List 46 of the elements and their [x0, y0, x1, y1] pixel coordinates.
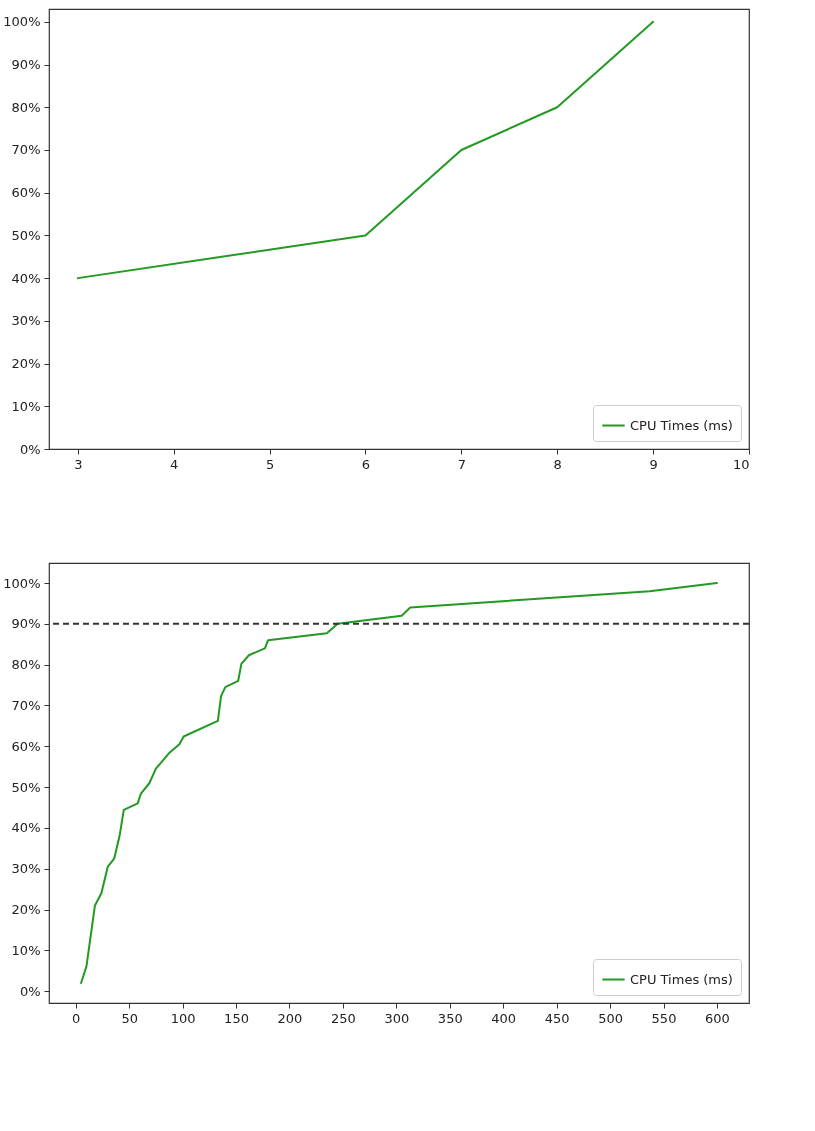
y-tick-label: 100%	[3, 575, 41, 591]
y-tick-label: 70%	[11, 142, 41, 158]
y-tick-label: 70%	[11, 697, 41, 713]
x-tick-label: 250	[330, 1010, 356, 1026]
x-tick-label: 600	[705, 1010, 730, 1026]
x-tick-label: 6	[361, 456, 371, 472]
y-tick-label: 80%	[11, 99, 41, 115]
x-tick-label: 200	[277, 1010, 303, 1026]
y-tick-label: 40%	[11, 820, 41, 836]
y-tick-label: 40%	[11, 270, 41, 286]
x-tick-label: 400	[491, 1010, 517, 1026]
y-tick-label: 10%	[11, 942, 41, 958]
x-tick-label: 50	[121, 1010, 138, 1026]
x-tick-label: 450	[544, 1010, 570, 1026]
x-tick-label: 150	[224, 1010, 249, 1026]
y-tick-label: 20%	[11, 356, 41, 372]
x-tick-label: 10	[732, 456, 750, 472]
x-tick-label: 550	[651, 1010, 677, 1026]
x-tick-label: 500	[598, 1010, 623, 1026]
x-tick-label: 100	[170, 1010, 196, 1026]
legend-label: CPU Times (ms)	[630, 971, 733, 987]
y-tick-label: 30%	[11, 313, 41, 329]
y-tick-label: 10%	[11, 398, 41, 414]
legend-label: CPU Times (ms)	[630, 417, 733, 433]
y-tick-label: 90%	[11, 616, 41, 632]
x-tick-label: 5	[265, 456, 275, 472]
y-tick-label: 90%	[11, 57, 41, 73]
x-tick-label: 8	[553, 456, 562, 472]
y-tick-label: 0%	[19, 983, 41, 999]
y-tick-label: 60%	[11, 738, 41, 754]
y-tick-label: 100%	[3, 14, 41, 30]
line-series	[76, 20, 655, 280]
x-tick-label: 3	[74, 456, 83, 472]
y-tick-label: 20%	[11, 902, 41, 918]
y-tick-label: 80%	[11, 657, 41, 673]
x-tick-label: 0	[72, 1010, 81, 1026]
x-tick-label: 300	[384, 1010, 410, 1026]
y-tick-label: 0%	[19, 441, 41, 457]
y-tick-label: 50%	[11, 227, 41, 243]
y-tick-label: 50%	[11, 779, 41, 795]
y-tick-label: 30%	[11, 861, 41, 877]
x-tick-label: 4	[170, 456, 179, 472]
x-tick-label: 7	[457, 456, 466, 472]
y-tick-label: 60%	[11, 185, 41, 201]
x-tick-label: 350	[437, 1010, 463, 1026]
x-tick-label: 9	[649, 456, 658, 472]
